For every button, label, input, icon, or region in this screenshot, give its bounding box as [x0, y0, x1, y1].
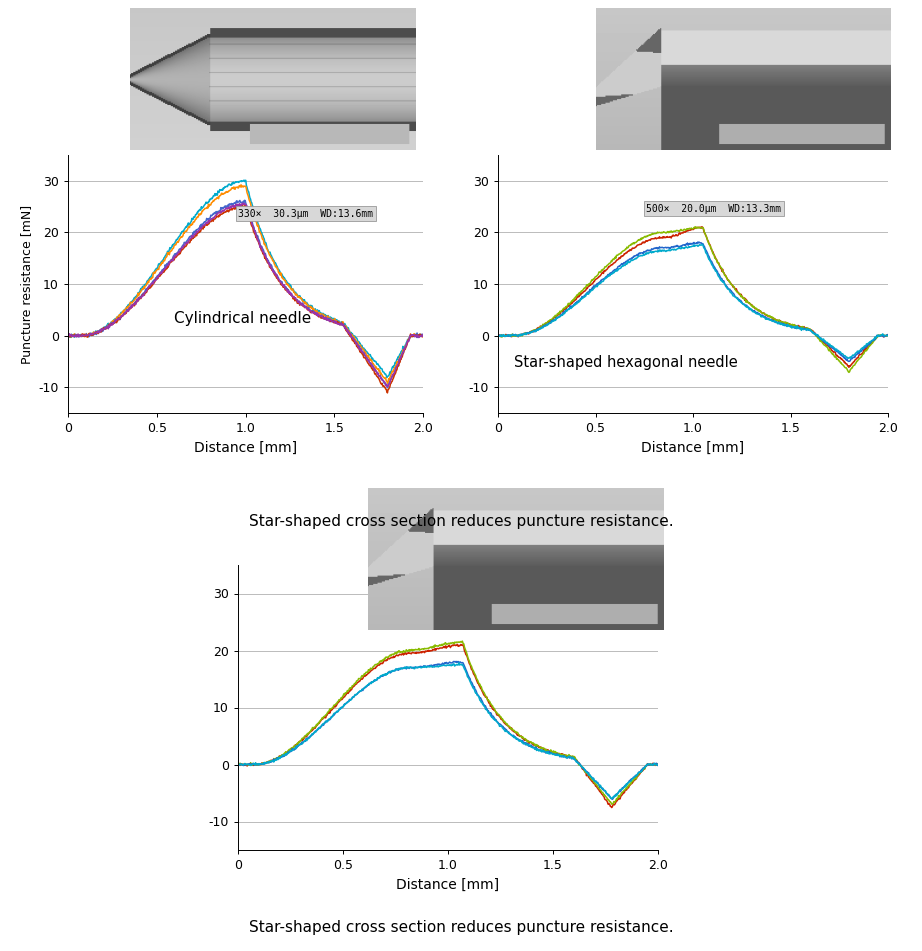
Text: Cylindrical needle: Cylindrical needle — [174, 311, 312, 325]
Y-axis label: Puncture resistance [mN]: Puncture resistance [mN] — [20, 204, 33, 363]
X-axis label: Distance [mm]: Distance [mm] — [194, 440, 297, 455]
Text: Star-shaped cross section reduces puncture resistance.: Star-shaped cross section reduces punctu… — [249, 514, 673, 529]
X-axis label: Distance [mm]: Distance [mm] — [642, 440, 745, 455]
X-axis label: Distance [mm]: Distance [mm] — [396, 878, 500, 892]
Text: 500×  20.0μm  WD:13.3mm: 500× 20.0μm WD:13.3mm — [646, 204, 781, 214]
Text: 330×  30.3μm  WD:13.6mm: 330× 30.3μm WD:13.6mm — [239, 209, 373, 219]
Text: Star-shaped cross section reduces puncture resistance.: Star-shaped cross section reduces punctu… — [249, 920, 673, 935]
Text: Star-shaped hexagonal needle: Star-shaped hexagonal needle — [514, 355, 738, 370]
Text: 500×  20.0μm  WD:13.3mm: 500× 20.0μm WD:13.3mm — [397, 617, 533, 627]
